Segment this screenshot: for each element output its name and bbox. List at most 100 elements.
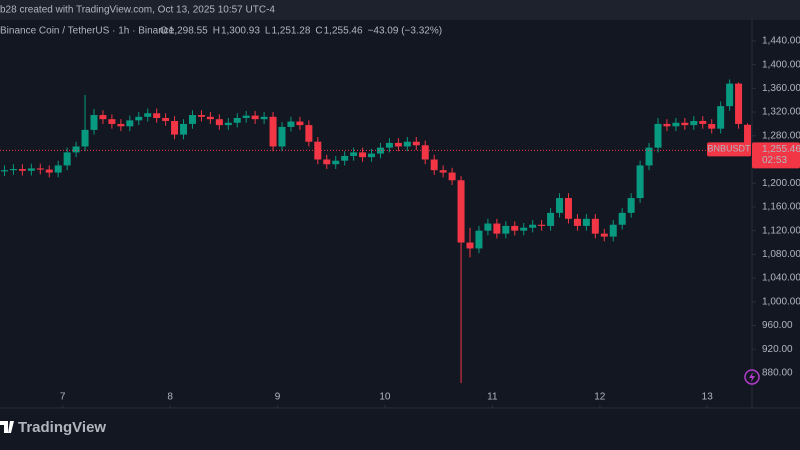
x-tick-label: 13: [702, 392, 714, 403]
candle-body: [744, 124, 752, 151]
candle-body: [672, 122, 680, 127]
last-price-label: 1,255.46: [762, 144, 800, 155]
candle-body: [242, 115, 250, 119]
candle-body: [108, 119, 116, 124]
candle-body: [681, 122, 689, 126]
y-tick-label: 880.00: [762, 368, 793, 379]
candle-body: [314, 141, 322, 160]
y-tick-label: 1,320.00: [762, 107, 800, 118]
credit: b28 created with TradingView.com, Oct 13…: [0, 5, 275, 16]
top-bar: [0, 0, 800, 20]
candle-body: [735, 83, 743, 124]
candle-body: [180, 123, 188, 135]
candle-body: [627, 198, 635, 213]
candle-body: [690, 120, 698, 126]
candle-body: [197, 115, 205, 117]
y-tick-label: 1,000.00: [762, 296, 800, 307]
symbol: Binance Coin / TetherUS · 1h · Binance: [0, 26, 175, 37]
ohlc-value: 1,298.55: [169, 26, 208, 37]
y-tick-label: 1,160.00: [762, 202, 800, 213]
y-tick-label: 1,040.00: [762, 273, 800, 284]
candle-body: [556, 198, 564, 213]
candle-body: [350, 152, 358, 156]
candle-body: [54, 165, 62, 173]
candle-body: [394, 142, 402, 147]
candle-body: [9, 168, 17, 171]
y-tick-label: 1,080.00: [762, 249, 800, 260]
ohlc-value: 1,300.93: [221, 26, 260, 37]
candle-body: [654, 123, 662, 148]
candle-body: [412, 141, 420, 146]
y-tick-label: 1,400.00: [762, 59, 800, 70]
x-tick-label: 11: [487, 392, 498, 403]
candle-body: [99, 115, 107, 120]
candle-body: [260, 116, 268, 120]
candle-body: [162, 118, 170, 121]
candle-body: [493, 223, 501, 234]
candle-body: [269, 116, 277, 147]
ohlc-key: H: [213, 26, 220, 37]
candle-body: [206, 116, 214, 120]
price-tag: [752, 142, 800, 169]
candle-body: [287, 121, 295, 127]
y-tick-label: 1,120.00: [762, 225, 800, 236]
change: −43.09 (−3.32%): [368, 26, 443, 37]
candle-body: [341, 155, 349, 161]
candle-body: [502, 225, 510, 234]
candle-body: [332, 160, 340, 165]
candle-body: [520, 227, 528, 231]
candle-body: [385, 142, 393, 148]
candle-body: [618, 212, 626, 225]
candle-body: [368, 153, 376, 158]
candle-body: [0, 170, 8, 172]
ohlc-legend: O 1,298.55 H 1,300.93 L 1,251.28 C 1,255.46 −43.…: [160, 26, 442, 37]
ohlc-key: C: [315, 26, 322, 37]
candle-body: [547, 212, 555, 226]
candle-body: [466, 242, 474, 249]
candle-body: [457, 180, 465, 243]
y-tick-label: 960.00: [762, 320, 793, 331]
x-tick-label: 8: [167, 392, 173, 403]
x-tick-label: 10: [379, 392, 391, 403]
brand-text: TradingView: [18, 419, 106, 436]
ohlc-key: O: [160, 26, 168, 37]
candle-body: [717, 106, 725, 129]
countdown: 02:53: [762, 155, 787, 166]
candle-body: [36, 168, 44, 170]
candle-body: [403, 141, 411, 147]
candle-body: [135, 116, 143, 121]
candle-body: [726, 83, 734, 107]
candle-body: [645, 147, 653, 166]
candle-body: [45, 169, 53, 173]
candle-body: [296, 121, 304, 126]
candle-body: [117, 123, 125, 127]
candle-body: [609, 224, 617, 237]
candle-body: [359, 152, 367, 158]
alert-bolt: [749, 372, 755, 382]
brand: TradingView: [0, 419, 106, 436]
ticker-tag: [707, 142, 751, 157]
x-tick-label: 9: [275, 392, 281, 403]
y-tick-label: 1,200.00: [762, 178, 800, 189]
candle-body: [573, 218, 581, 226]
candle-body: [529, 224, 537, 228]
y-tick-label: 1,280.00: [762, 130, 800, 141]
candle-body: [421, 145, 429, 160]
candle-body: [538, 224, 546, 226]
candle-body: [376, 147, 384, 154]
y-tick-label: 920.00: [762, 344, 793, 355]
candle-body: [153, 113, 161, 119]
ohlc-value: 1,251.28: [271, 26, 310, 37]
candle-body: [251, 115, 259, 120]
ticker: BNBUSDT: [707, 144, 751, 154]
candle-body: [564, 198, 572, 219]
x-tick-label: 12: [594, 392, 606, 403]
candle-body: [511, 225, 519, 231]
ohlc-key: L: [265, 26, 271, 37]
alert-icon[interactable]: [744, 369, 760, 385]
y-tick-label: 1,360.00: [762, 83, 800, 94]
brand-logo: [0, 421, 14, 433]
x-tick-label: 7: [60, 392, 66, 403]
candle-body: [233, 118, 241, 123]
candle-body: [600, 233, 608, 237]
